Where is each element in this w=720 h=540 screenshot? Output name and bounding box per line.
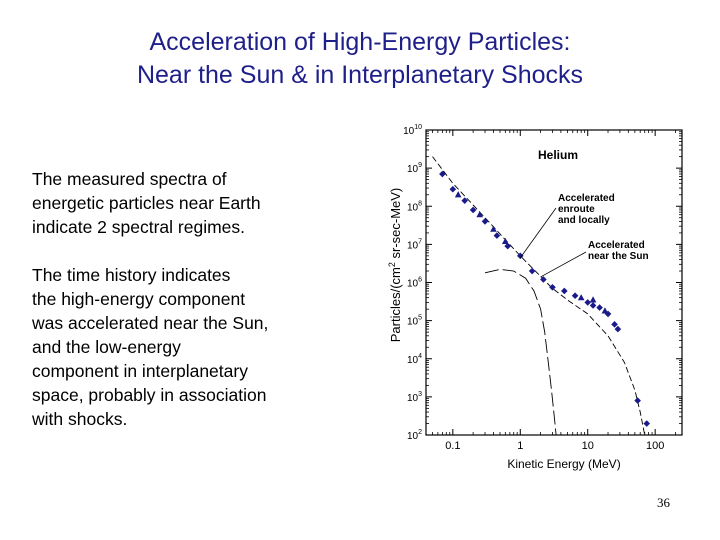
paragraph1-line: The measured spectra of [32,169,227,189]
paragraph2-line: The time history indicates [32,265,231,285]
y-tick-label-base: 10 [403,126,415,137]
y-tick-label: 106 [407,277,422,290]
y-tick-label: 102 [407,429,422,442]
paragraph2-line: component in interplanetary [32,361,248,381]
paragraph-spectral-regimes: The measured spectra of energetic partic… [32,167,332,239]
title-line-2: Near the Sun & in Interplanetary Shocks [136,61,584,89]
annotation-line: Accelerated [588,240,645,251]
triangle-point [454,191,462,198]
annotation-near-sun-leader [540,251,587,278]
y-tick-label-exponent: 8 [418,200,422,207]
y-tick-label-exponent: 5 [418,315,422,322]
y-tick-label-exponent: 4 [418,353,422,360]
triangle-point [490,225,497,232]
paragraph2-line: was accelerated near the Sun, [32,313,269,333]
diamond-point [571,292,579,300]
diamond-point [481,218,489,225]
paragraph1-line: energetic particles near Earth [32,193,261,213]
y-tick-label-base: 10 [407,431,419,442]
triangle-point [589,296,597,303]
paragraph2-line: space, probably in association [32,385,267,405]
triangle-point [577,294,585,301]
y-tick-label: 108 [407,200,422,213]
diamond-point [549,283,556,291]
diamond-point [504,242,511,250]
y-axis-label-superscript: 2 [387,262,397,267]
annotation-line: near the Sun [588,251,649,262]
paragraph2-line: and the low-energy [32,337,181,357]
y-tick-label-base: 10 [407,393,419,404]
diamond-point [643,420,651,427]
annotation-line: enroute [558,204,595,215]
y-tick-label-exponent: 2 [418,429,422,436]
y-tick-label: 107 [407,238,422,251]
annotation-line: and locally [558,215,610,226]
paragraph2-line: with shocks. [32,409,128,429]
diamond-point [584,299,592,306]
slide-title: Acceleration of High-Energy Particles: N… [0,26,720,92]
triangle-point [476,211,483,218]
diamond-point [614,325,622,333]
diamond-point [589,302,597,309]
diamond-point [561,287,568,295]
x-tick-label: 10 [582,440,594,452]
y-tick-label-base: 10 [407,355,419,366]
annotation-enroute-leader [519,207,557,259]
y-tick-label: 103 [407,391,422,404]
chart-title: Helium [538,148,578,162]
triangle-point [601,307,609,314]
diamond-point [611,321,618,328]
y-tick-label: 104 [407,353,422,366]
y-axis-label-main: Particles/(cm [388,267,403,342]
data-points [439,170,651,427]
curve-accelerated-near-the-sun [484,268,557,436]
y-tick-label-base: 10 [407,317,419,328]
diamond-point [634,397,641,404]
paragraph-time-history: The time history indicates the high-ener… [32,263,332,431]
y-tick-label: 109 [407,162,422,175]
axis-ticks [426,129,682,436]
y-tick-label: 105 [407,315,422,328]
y-tick-label-base: 10 [407,202,419,213]
y-tick-label-exponent: 6 [418,277,422,284]
plot-frame [425,129,683,436]
y-axis-label: Particles/(cm2 sr-sec-MeV) [387,188,403,343]
annotation-line: Accelerated [558,193,615,204]
y-tick-label-base: 10 [407,240,419,251]
y-tick-label-exponent: 10 [414,124,422,131]
y-tick-label-base: 10 [407,164,419,175]
diamond-point [528,267,536,275]
page-number: 36 [657,495,670,510]
diamond-point [540,276,547,283]
y-tick-label: 1010 [403,124,422,137]
y-tick-label-exponent: 9 [418,162,422,169]
x-axis-label: Kinetic Energy (MeV) [507,457,620,471]
title-line-1: Acceleration of High-Energy Particles: [149,28,571,56]
y-tick-label-base: 10 [407,279,419,290]
annotation-near-sun: Accelerated near the Sun [588,240,649,262]
annotation-enroute: Accelerated enroute and locally [558,193,615,226]
diamond-point [516,252,524,260]
triangle-point [502,237,509,244]
diamond-point [439,170,446,178]
diamond-point [449,185,457,193]
y-axis-label-rest: sr-sec-MeV) [388,188,403,262]
svg-text:Particles/(cm2 sr-sec-MeV): Particles/(cm2 sr-sec-MeV) [387,188,403,343]
paragraph2-line: the high-energy component [32,289,246,309]
diamond-point [596,304,603,311]
paragraph1-line: indicate 2 spectral regimes. [32,217,246,237]
curve-annotations: Accelerated enroute and locallyAccelerated… [519,193,649,278]
x-tick-label: 0.1 [445,440,460,452]
y-tick-label-exponent: 3 [418,391,422,398]
x-tick-label: 1 [517,440,523,452]
y-tick-label-exponent: 7 [418,238,422,245]
x-tick-label: 100 [646,440,664,452]
helium-spectrum-chart: Particles/(cm2 sr-sec-MeV) 1021031041051… [387,124,683,471]
